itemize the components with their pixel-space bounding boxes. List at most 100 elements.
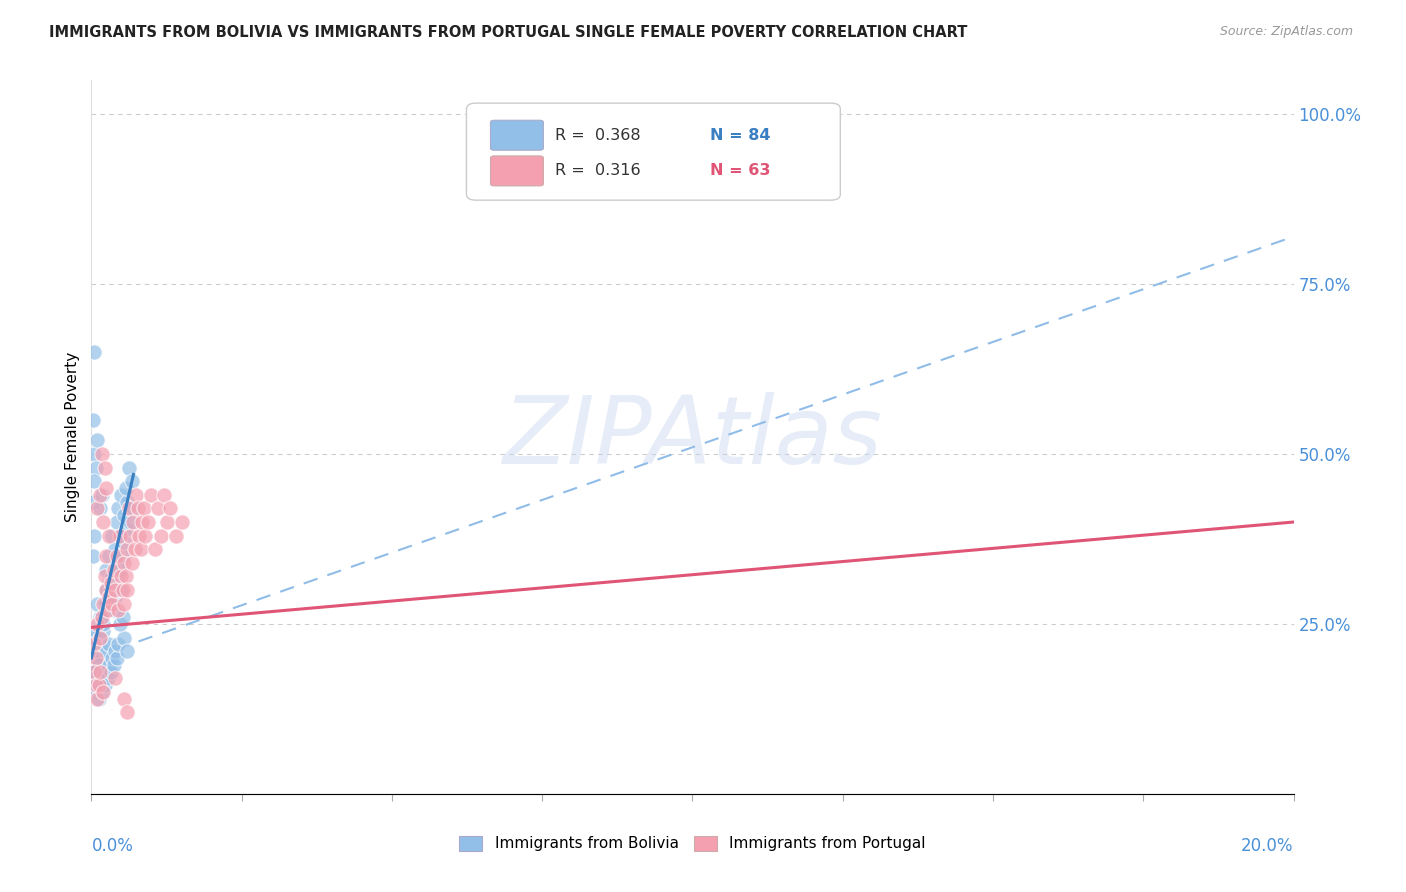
Point (146, 501, 169, 516)
Point (117, 582, 139, 597)
Point (122, 501, 145, 516)
Point (98, 528, 121, 542)
Point (97, 671, 120, 685)
Point (87, 617, 110, 632)
Point (89, 610, 111, 624)
Point (91, 685, 114, 699)
Point (96, 549, 118, 563)
Point (103, 657, 125, 672)
Point (89, 488, 111, 502)
Point (97, 590, 120, 604)
Point (117, 706, 139, 720)
Point (111, 549, 134, 563)
Point (110, 563, 132, 577)
Point (107, 569, 129, 583)
Point (93, 678, 115, 692)
Point (100, 582, 122, 597)
Point (98, 590, 121, 604)
Point (84, 460, 107, 475)
Point (91, 447, 114, 461)
Text: N = 84: N = 84 (710, 128, 770, 143)
Point (159, 501, 181, 516)
Point (100, 665, 122, 679)
Point (122, 515, 145, 529)
Point (98, 637, 121, 651)
Point (96, 665, 118, 679)
Point (120, 515, 142, 529)
Point (83, 475, 105, 489)
Point (82, 549, 104, 563)
Point (87, 691, 110, 706)
FancyBboxPatch shape (467, 103, 841, 200)
Point (155, 515, 177, 529)
Point (83, 631, 105, 645)
Y-axis label: Single Female Poverty: Single Female Poverty (65, 352, 80, 522)
Point (96, 582, 118, 597)
Text: N = 63: N = 63 (710, 163, 770, 178)
Point (84, 624, 107, 638)
Point (114, 556, 136, 570)
Point (86, 617, 108, 632)
Point (110, 488, 132, 502)
Point (89, 665, 111, 679)
Point (110, 582, 132, 597)
Point (101, 651, 124, 665)
Point (83, 637, 105, 651)
Point (110, 528, 132, 542)
Point (100, 576, 122, 591)
Point (107, 603, 129, 617)
Point (86, 434, 108, 448)
Point (84, 651, 107, 665)
Text: 20.0%: 20.0% (1241, 837, 1294, 855)
Point (134, 501, 156, 516)
Point (134, 528, 156, 542)
Point (93, 569, 115, 583)
Point (110, 569, 132, 583)
Text: R =  0.368: R = 0.368 (555, 128, 641, 143)
Point (104, 542, 127, 557)
Point (83, 447, 105, 461)
Point (87, 678, 110, 692)
Point (115, 522, 138, 536)
Point (101, 528, 124, 542)
Point (83, 671, 105, 685)
Point (93, 597, 115, 611)
Point (110, 528, 132, 542)
Point (114, 535, 136, 549)
Point (82, 665, 104, 679)
Point (91, 610, 114, 624)
Point (86, 685, 108, 699)
Text: IMMIGRANTS FROM BOLIVIA VS IMMIGRANTS FROM PORTUGAL SINGLE FEMALE POVERTY CORREL: IMMIGRANTS FROM BOLIVIA VS IMMIGRANTS FR… (49, 25, 967, 40)
Text: Source: ZipAtlas.com: Source: ZipAtlas.com (1219, 25, 1353, 38)
Point (96, 603, 118, 617)
Point (96, 481, 118, 495)
Point (83, 345, 105, 359)
Point (120, 528, 142, 542)
Point (170, 515, 193, 529)
Point (105, 651, 128, 665)
Point (121, 475, 143, 489)
Point (101, 597, 124, 611)
Point (118, 460, 141, 475)
Point (93, 515, 115, 529)
Text: R =  0.316: R = 0.316 (555, 163, 641, 178)
Point (83, 665, 105, 679)
Point (98, 657, 121, 672)
Text: ZIPAtlas: ZIPAtlas (502, 392, 883, 483)
Point (96, 582, 118, 597)
Point (103, 603, 125, 617)
Point (114, 508, 136, 523)
Point (115, 481, 138, 495)
Point (111, 582, 134, 597)
Point (91, 651, 114, 665)
Point (103, 563, 125, 577)
Legend: Immigrants from Bolivia, Immigrants from Portugal: Immigrants from Bolivia, Immigrants from… (453, 830, 932, 857)
Point (114, 691, 136, 706)
Point (93, 460, 115, 475)
Point (91, 488, 114, 502)
FancyBboxPatch shape (491, 120, 543, 150)
Point (93, 637, 115, 651)
Point (105, 556, 128, 570)
Point (117, 644, 139, 658)
Point (87, 657, 110, 672)
